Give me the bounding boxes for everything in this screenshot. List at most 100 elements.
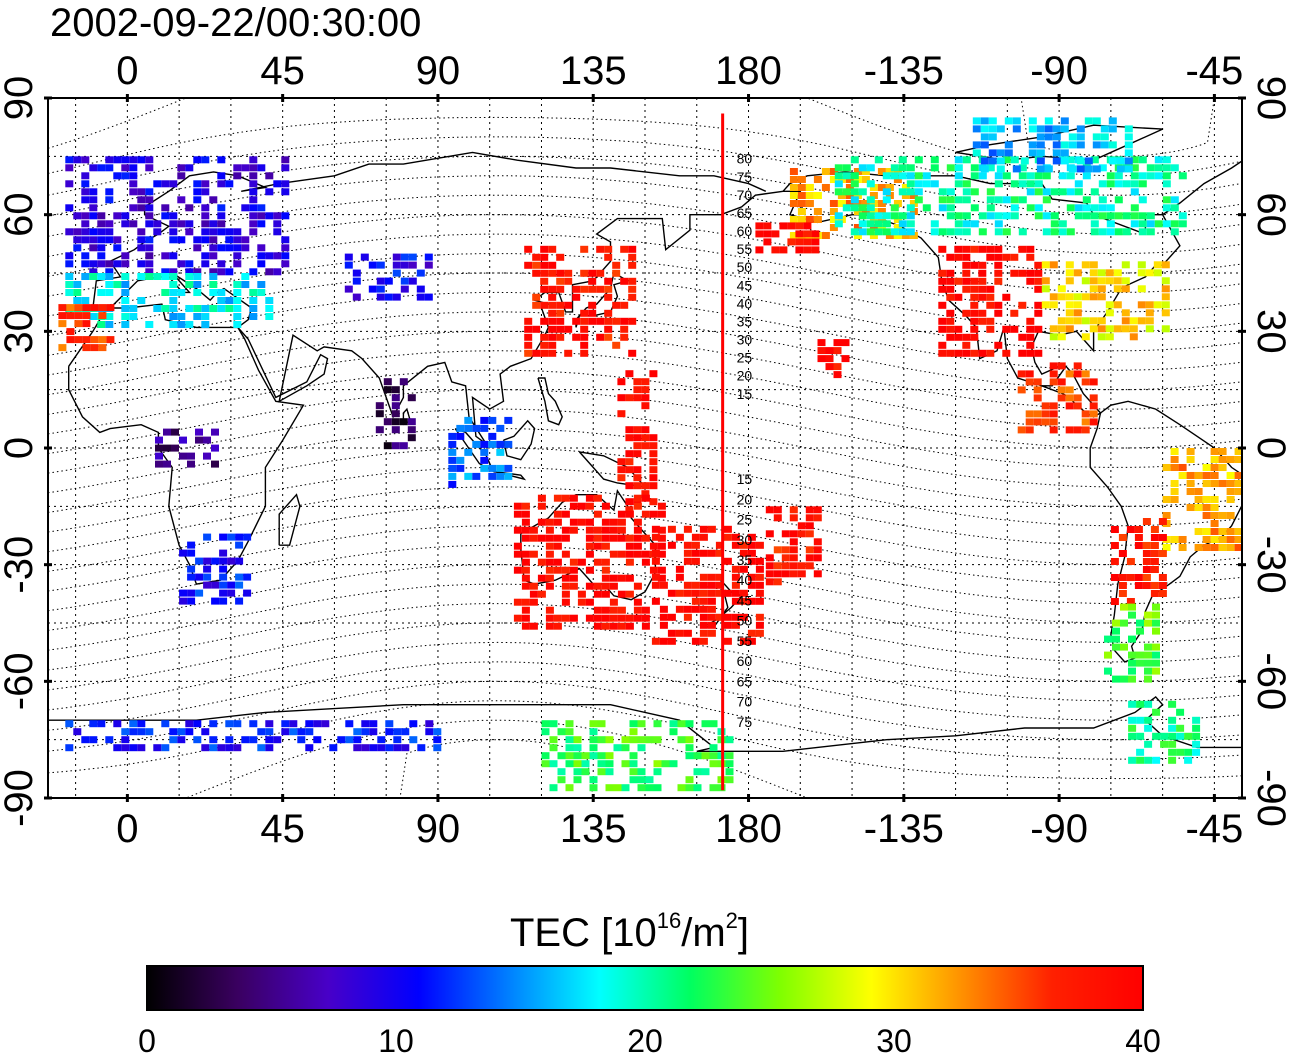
tec-cell — [1082, 204, 1091, 212]
tec-cell — [659, 581, 668, 589]
tec-cell — [1060, 149, 1069, 157]
tec-cell — [996, 165, 1005, 173]
tec-cell — [1010, 253, 1019, 261]
tec-cell — [545, 574, 554, 582]
tec-cell — [219, 549, 228, 557]
tec-cell — [553, 558, 562, 566]
tec-cell — [549, 784, 558, 792]
tec-cell — [842, 172, 851, 180]
tec-cell — [739, 597, 748, 605]
tec-cell — [1178, 544, 1187, 551]
tec-cell — [1234, 544, 1242, 551]
tec-cell — [699, 621, 708, 629]
tec-cell — [464, 472, 473, 480]
tec-cell — [179, 452, 187, 460]
tec-cell — [257, 728, 266, 736]
tec-cell — [281, 260, 290, 268]
tec-cell — [1162, 172, 1171, 180]
tec-cell — [882, 228, 891, 236]
tec-cell — [641, 482, 650, 490]
tec-cell — [914, 188, 923, 196]
tec-cell — [529, 590, 538, 598]
tec-cell — [817, 347, 826, 355]
tec-cell — [1146, 172, 1155, 180]
tec-cell — [715, 549, 724, 557]
tec-cell — [651, 525, 660, 533]
tec-cell — [890, 212, 899, 220]
tec-cell — [1042, 212, 1051, 220]
tec-cell — [853, 208, 862, 215]
tec-cell — [845, 184, 854, 191]
lat-tick-label-right: -30 — [1249, 536, 1292, 594]
tec-cell — [1110, 542, 1119, 549]
tec-cell — [90, 344, 99, 352]
tec-cell — [1154, 164, 1163, 172]
tec-cell — [257, 281, 266, 288]
tec-cell — [106, 336, 115, 344]
tec-cell — [601, 502, 610, 510]
tec-cell — [217, 156, 226, 164]
tec-cell — [416, 293, 425, 301]
tec-cell — [129, 188, 138, 196]
tec-cell — [1025, 418, 1034, 426]
tec-cell — [755, 573, 764, 581]
tec-cell — [833, 339, 842, 347]
tec-cell — [834, 180, 843, 188]
tec-cell — [361, 720, 370, 728]
tec-cell — [994, 309, 1003, 317]
tec-cell — [813, 192, 822, 199]
tec-cell — [1098, 196, 1107, 204]
tec-cell — [1033, 386, 1042, 394]
tec-cell — [219, 557, 228, 565]
tec-cell — [1134, 534, 1143, 541]
tec-cell — [73, 244, 82, 252]
tec-cell — [1124, 157, 1133, 165]
tec-cell — [1044, 133, 1053, 141]
tec-cell — [1112, 635, 1120, 643]
tec-cell — [707, 581, 716, 589]
tec-cell — [400, 253, 409, 261]
tec-cell — [369, 720, 378, 728]
tec-cell — [946, 317, 955, 325]
tec-cell — [811, 230, 820, 238]
tec-cell — [217, 305, 226, 312]
tec-cell — [537, 518, 546, 526]
tec-cell — [675, 589, 684, 597]
tec-cell — [701, 752, 710, 760]
tec-cell — [1162, 496, 1171, 503]
tec-cell — [1050, 228, 1059, 236]
tec-cell — [1170, 164, 1179, 172]
tec-cell — [1100, 141, 1109, 149]
tec-cell — [1052, 125, 1061, 133]
tec-cell — [548, 301, 557, 309]
tec-cell — [1065, 277, 1074, 285]
tec-cell — [825, 347, 834, 355]
tec-cell — [472, 440, 481, 448]
tec-cell — [385, 744, 394, 752]
tec-cell — [813, 208, 822, 215]
tec-cell — [145, 196, 154, 204]
tec-cell — [986, 245, 995, 253]
tec-cell — [805, 506, 814, 514]
tec-cell — [906, 228, 915, 236]
tec-cell — [81, 252, 90, 260]
tec-cell — [986, 301, 995, 309]
lon-tick-label-bottom: 0 — [116, 807, 138, 851]
tec-cell — [1034, 261, 1043, 269]
tec-cell — [980, 125, 989, 133]
tec-cell — [1113, 301, 1122, 309]
tec-cell — [789, 216, 798, 223]
tec-cell — [805, 514, 814, 522]
tec-cell — [177, 736, 186, 744]
tec-cell — [649, 542, 658, 550]
tec-cell — [1097, 277, 1106, 285]
tick-mark — [1238, 213, 1246, 217]
tec-cell — [233, 297, 242, 304]
tec-cell — [898, 172, 907, 180]
tec-cell — [121, 164, 130, 172]
tec-cell — [1170, 456, 1179, 463]
mlat-label: 70 — [737, 187, 753, 203]
tec-cell — [986, 325, 995, 333]
tec-cell — [866, 212, 875, 220]
tec-cell — [1034, 204, 1043, 212]
